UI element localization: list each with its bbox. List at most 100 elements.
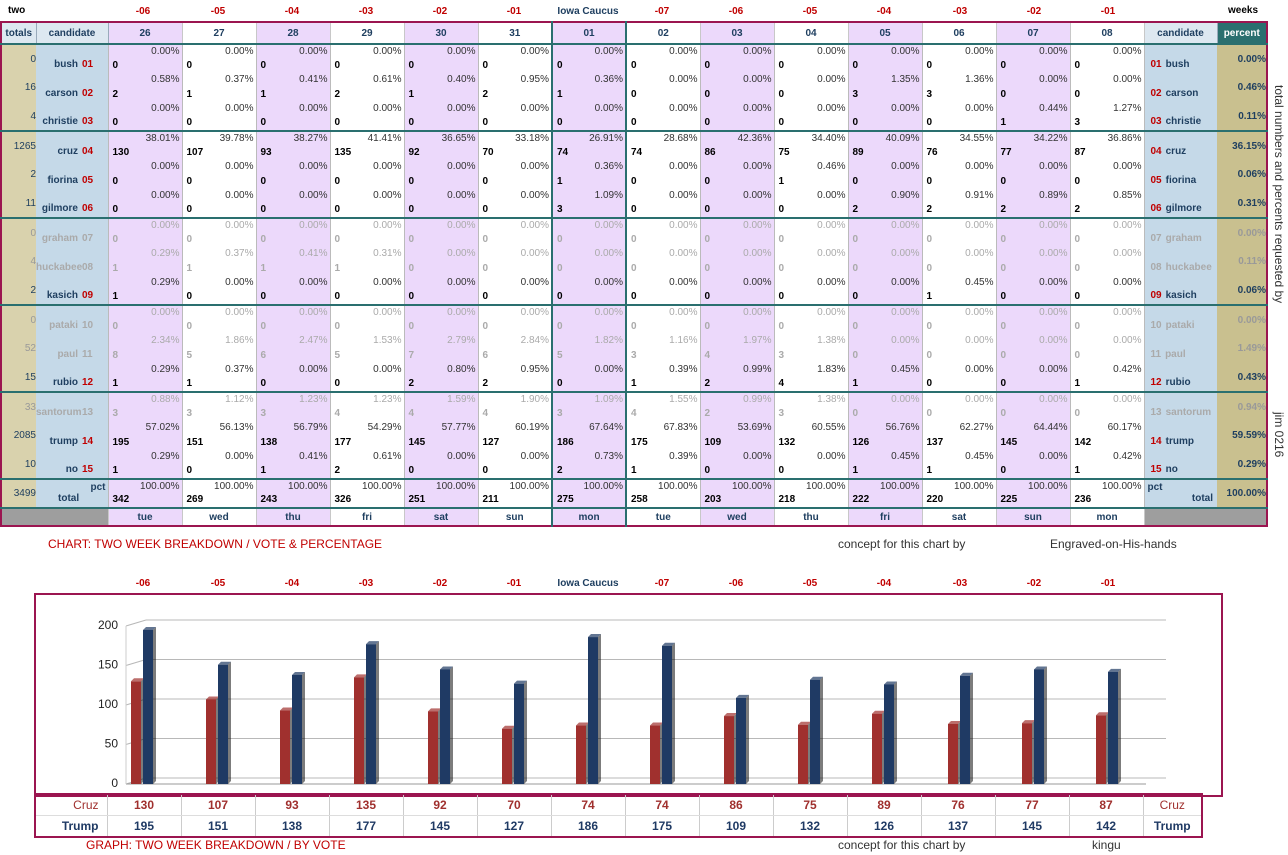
vote-count: 0 (186, 465, 193, 476)
day-total-cell: 275 100.00% (551, 478, 627, 508)
bar-side (302, 671, 305, 784)
candidate-number-right: 04 (1150, 146, 1162, 157)
candidate-percent: 0.11% (1217, 102, 1267, 131)
vote-cell: 1 0.37% (181, 73, 257, 102)
vote-cell: 0 0.00% (1069, 334, 1145, 363)
bar-cruz (1096, 715, 1106, 784)
vote-percent: 57.02% (145, 422, 180, 433)
chart-author: Engraved-on-His-hands (1050, 537, 1177, 551)
vote-cell: 0 0.00% (1069, 247, 1145, 276)
candidate-number: 09 (82, 290, 94, 301)
vote-count: 0 (334, 176, 341, 187)
vote-cell: 1 0.36% (551, 160, 627, 189)
vote-count: 127 (482, 437, 500, 448)
vote-percent: 36.65% (441, 133, 476, 144)
vote-count: 0 (557, 117, 563, 128)
candidate-name: no (65, 464, 78, 475)
vote-cell: 0 0.00% (773, 217, 849, 247)
vote-percent: 0.95% (520, 74, 549, 85)
vote-count: 0 (1000, 408, 1007, 419)
vote-count: 2 (408, 378, 415, 389)
vote-percent: 0.85% (1113, 190, 1142, 201)
candidate-number-right: 05 (1150, 175, 1162, 186)
vote-count: 3 (557, 204, 563, 215)
vote-percent: 60.17% (1107, 422, 1142, 433)
day-offset: -04 (284, 6, 300, 17)
vote-count: 3 (260, 408, 267, 419)
vote-count: 0 (631, 89, 637, 100)
day-names-row: tue wed thu fri sat sun mon tue wed thu fri sat sun m… (1, 507, 1267, 527)
candidate-name-cell: pataki 10 (36, 304, 108, 334)
vote-percent: 0.00% (743, 161, 772, 172)
vote-cell: 1 0.36% (551, 73, 627, 102)
series-value: 142 (1069, 815, 1144, 838)
vote-count: 138 (260, 437, 278, 448)
bar-cruz (280, 710, 290, 784)
vote-percent: 0.39% (669, 451, 698, 462)
vote-cell: 2 0.61% (329, 450, 405, 479)
candidate-name: gilmore (41, 203, 78, 214)
vote-count: 0 (778, 291, 785, 302)
vote-cell: 0 0.00% (403, 304, 479, 334)
vote-percent: 2.47% (299, 335, 328, 346)
vote-percent: 0.00% (1039, 394, 1068, 405)
day-total: 211 (482, 494, 499, 505)
vote-count: 0 (926, 321, 933, 332)
vote-percent: 0.61% (373, 74, 402, 85)
vote-cell: 1 0.41% (255, 450, 331, 479)
bar-cruz (872, 713, 882, 784)
percent-header: percent (1216, 21, 1268, 45)
candidate-header-right: candidate (1143, 21, 1218, 45)
vote-count: 0 (1000, 60, 1007, 71)
bar-top (514, 680, 527, 684)
vote-count: 0 (408, 465, 415, 476)
vote-cell: 0 0.00% (255, 304, 331, 334)
day-name: fri (329, 507, 405, 527)
day-total-cell: 236 100.00% (1069, 478, 1145, 508)
vote-percent: 0.00% (965, 394, 994, 405)
candidate-percent: 0.31% (1217, 189, 1267, 218)
vote-count: 0 (482, 321, 489, 332)
vote-percent: 28.68% (663, 133, 698, 144)
vote-percent: 0.00% (299, 46, 328, 57)
candidate-number: 07 (82, 233, 94, 244)
vote-count: 145 (408, 437, 426, 448)
vote-percent: 0.39% (669, 364, 698, 375)
vote-count: 2 (704, 378, 711, 389)
vote-cell: 0 0.00% (255, 189, 331, 218)
vote-percent: 60.19% (515, 422, 549, 433)
day-total-percent: 100.00% (288, 481, 328, 492)
vote-percent: 0.00% (891, 161, 920, 172)
candidate-total: 1265 (1, 130, 36, 160)
vote-cell: 3 1.16% (625, 334, 701, 363)
vote-cell: 0 0.00% (625, 276, 701, 305)
graph-title: GRAPH: TWO WEEK BREAKDOWN / BY VOTE (86, 838, 346, 852)
vote-cell: 0 0.00% (477, 189, 553, 218)
vote-count: 74 (631, 147, 643, 158)
vote-cell: 0 0.00% (181, 304, 257, 334)
candidate-number-right: 11 (1150, 349, 1162, 360)
vote-cell: 0 0.00% (773, 73, 849, 102)
vote-percent: 0.00% (299, 103, 328, 114)
candidate-name-right: fiorina (1165, 175, 1197, 186)
vote-count: 0 (852, 60, 859, 71)
vote-cell: 0 0.00% (625, 247, 701, 276)
vote-percent: 0.00% (151, 190, 180, 201)
vote-cell: 177 54.29% (329, 421, 405, 450)
vote-count: 0 (852, 117, 859, 128)
candidate-number: 02 (82, 88, 94, 99)
vote-count: 3 (778, 408, 785, 419)
vote-percent: 42.36% (737, 133, 772, 144)
vote-cell: 1 0.39% (625, 363, 701, 392)
candidate-total: 15 (1, 363, 36, 392)
day-offset: -02 (1026, 6, 1042, 17)
day-total: 243 (260, 494, 278, 505)
vote-count: 0 (1074, 176, 1081, 187)
vote-percent: 0.61% (373, 451, 402, 462)
candidate-number: 11 (82, 349, 93, 360)
vote-cell: 0 0.00% (773, 247, 849, 276)
vote-percent: 0.73% (594, 451, 623, 462)
bar-trump (810, 679, 820, 784)
vote-percent: 0.00% (817, 74, 846, 85)
vote-cell: 0 0.00% (847, 217, 923, 247)
